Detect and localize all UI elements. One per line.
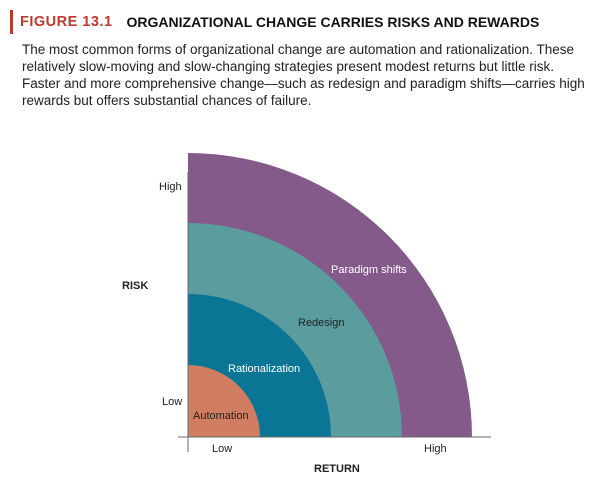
x-axis-high-label: High <box>424 443 447 455</box>
region-automation <box>188 365 260 437</box>
figure-header: FIGURE 13.1 ORGANIZATIONAL CHANGE CARRIE… <box>10 10 539 34</box>
label-redesign: Redesign <box>298 317 344 329</box>
x-axis-low-label: Low <box>212 443 232 455</box>
y-axis-high-label: High <box>159 181 182 193</box>
figure-label: FIGURE 13.1 <box>20 14 113 30</box>
figure-title: ORGANIZATIONAL CHANGE CARRIES RISKS AND … <box>126 14 540 30</box>
figure-caption: The most common forms of organizational … <box>22 42 585 108</box>
label-rationalization: Rationalization <box>228 363 300 375</box>
y-axis-title: RISK <box>122 280 148 292</box>
x-axis-title: RETURN <box>314 463 360 475</box>
label-paradigm-shifts: Paradigm shifts <box>331 264 407 276</box>
y-axis-low-label: Low <box>162 396 182 408</box>
label-automation: Automation <box>193 410 249 422</box>
